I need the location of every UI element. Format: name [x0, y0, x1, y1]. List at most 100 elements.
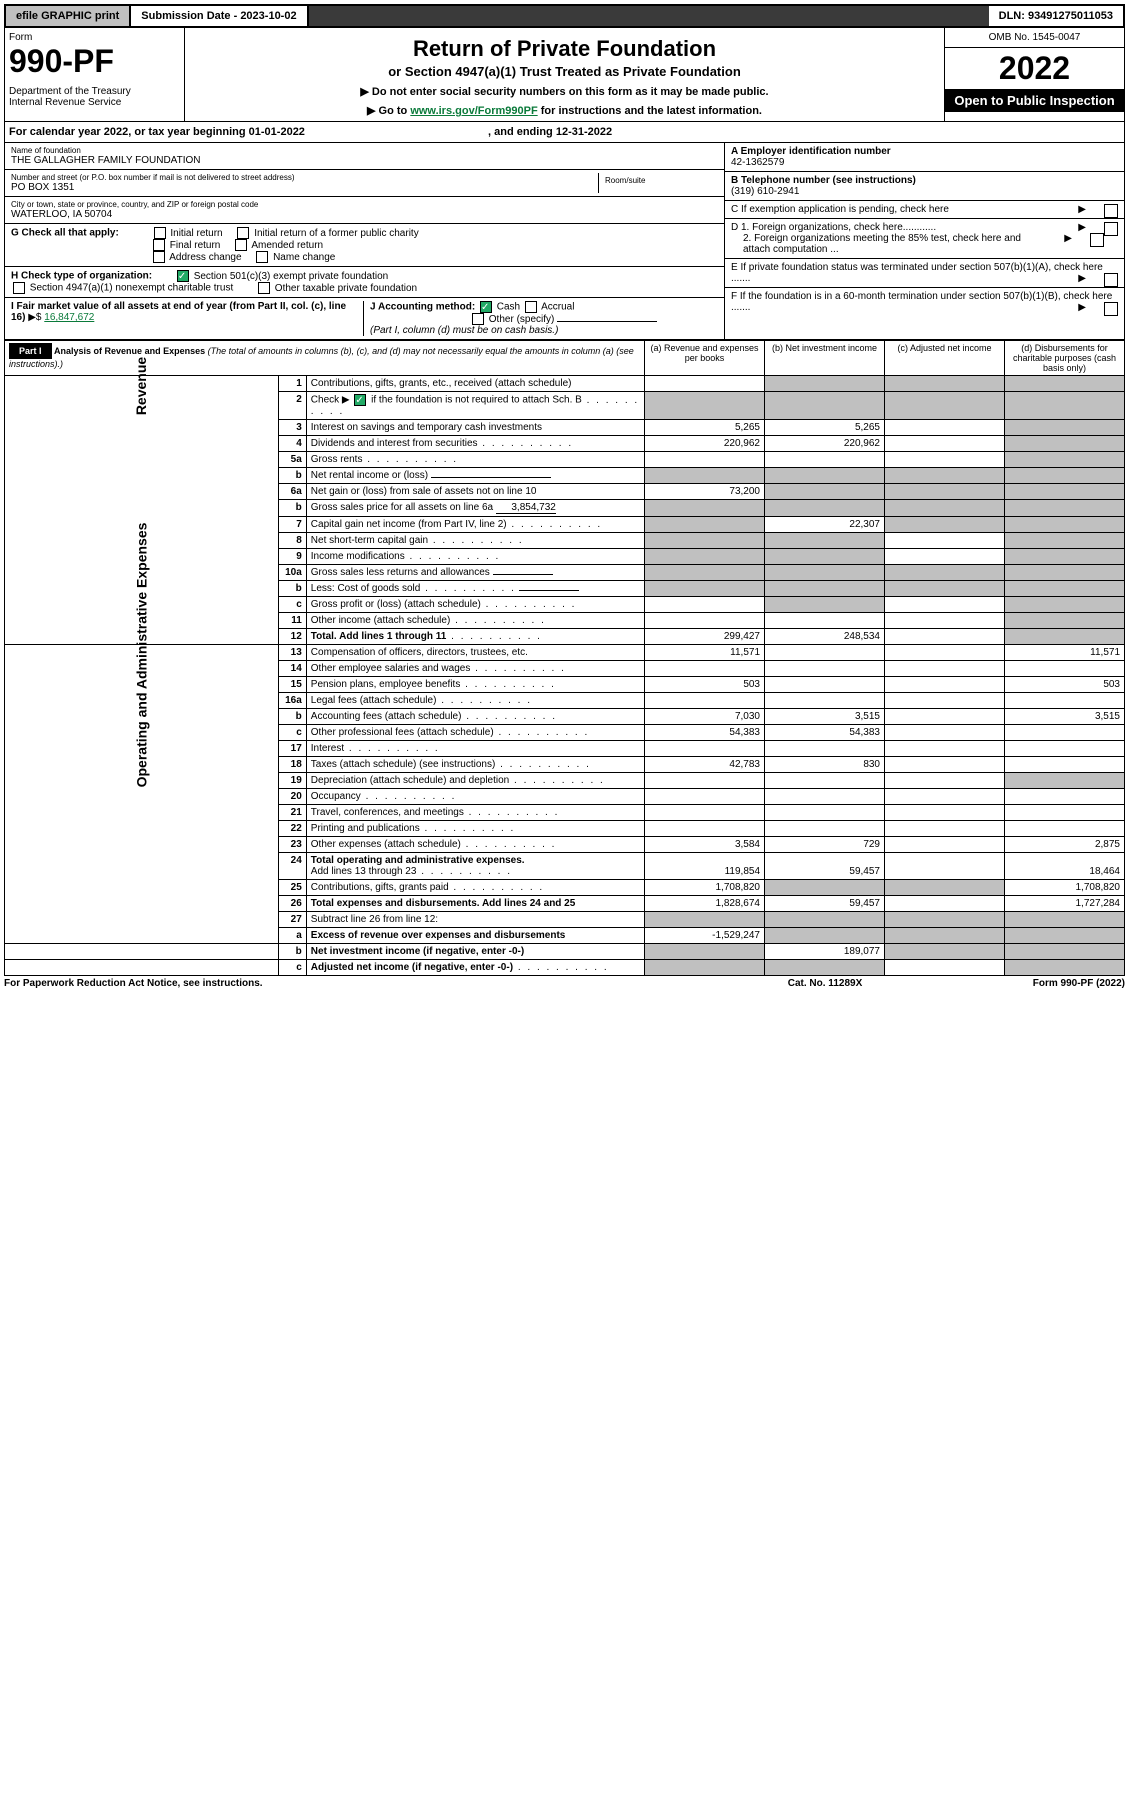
footer-mid: Cat. No. 11289X	[725, 978, 925, 989]
h-cell: H Check type of organization: Section 50…	[5, 267, 724, 298]
part1-header-row: Part I Analysis of Revenue and Expenses …	[5, 341, 1125, 376]
cash-chk[interactable]	[480, 301, 492, 313]
d2-chk[interactable]	[1090, 233, 1104, 247]
j-accrual: Accrual	[541, 302, 574, 313]
open-public: Open to Public Inspection	[945, 89, 1124, 112]
header-left: Form 990-PF Department of the Treasury I…	[5, 28, 185, 121]
subtitle-a: or Section 4947(a)(1) Trust Treated as P…	[189, 64, 940, 79]
g-opt-4: Address change	[169, 252, 241, 263]
j-other: Other (specify)	[489, 314, 555, 325]
g-cell: G Check all that apply: Initial return I…	[5, 224, 724, 267]
form-header: Form 990-PF Department of the Treasury I…	[4, 28, 1125, 122]
initial-former-chk[interactable]	[237, 227, 249, 239]
other-method-chk[interactable]	[472, 313, 484, 325]
501c3-chk[interactable]	[177, 270, 189, 282]
tax-year: 2022	[945, 48, 1124, 89]
g-label: G Check all that apply:	[11, 228, 119, 239]
g-opt-1: Initial return of a former public charit…	[254, 228, 419, 239]
title: Return of Private Foundation	[189, 36, 940, 62]
city: WATERLOO, IA 50704	[11, 209, 718, 220]
topbar-spacer	[309, 6, 989, 26]
header-center: Return of Private Foundation or Section …	[185, 28, 944, 121]
initial-return-chk[interactable]	[154, 227, 166, 239]
col-a: (a) Revenue and expenses per books	[645, 341, 765, 376]
b-label: B Telephone number (see instructions)	[731, 175, 916, 186]
e-label: E If private foundation status was termi…	[731, 262, 1103, 284]
part1-table: Part I Analysis of Revenue and Expenses …	[4, 340, 1125, 976]
col-b: (b) Net investment income	[765, 341, 885, 376]
efile-print[interactable]: efile GRAPHIC print	[6, 6, 131, 26]
f-label: F If the foundation is in a 60-month ter…	[731, 291, 1112, 313]
info-grid: Name of foundation THE GALLAGHER FAMILY …	[4, 143, 1125, 340]
f-cell: F If the foundation is in a 60-month ter…	[725, 288, 1124, 316]
name-label: Name of foundation	[11, 146, 718, 155]
ij-cell: I Fair market value of all assets at end…	[5, 298, 724, 339]
addr: PO BOX 1351	[11, 182, 598, 193]
c-cell: C If exemption application is pending, c…	[725, 201, 1124, 219]
foundation-name: THE GALLAGHER FAMILY FOUNDATION	[11, 155, 718, 166]
j-note: (Part I, column (d) must be on cash basi…	[370, 325, 558, 336]
name-change-chk[interactable]	[256, 251, 268, 263]
subtitle-b2: Go to www.irs.gov/Form990PF for instruct…	[189, 104, 940, 117]
form990pf-link[interactable]: www.irs.gov/Form990PF	[410, 105, 537, 117]
fmv-value[interactable]: 16,847,672	[44, 312, 94, 323]
top-bar: efile GRAPHIC print Submission Date - 20…	[4, 4, 1125, 28]
4947-chk[interactable]	[13, 282, 25, 294]
d1-chk[interactable]	[1104, 222, 1118, 236]
row-13: Operating and Administrative Expenses 13…	[5, 645, 1125, 661]
accrual-chk[interactable]	[525, 301, 537, 313]
footer-right: Form 990-PF (2022)	[925, 978, 1125, 989]
omb: OMB No. 1545-0047	[945, 28, 1124, 48]
c-chk[interactable]	[1104, 204, 1118, 218]
city-label: City or town, state or province, country…	[11, 200, 718, 209]
g-opt-2: Final return	[170, 240, 221, 251]
col-c: (c) Adjusted net income	[885, 341, 1005, 376]
g-opt-3: Amended return	[251, 240, 323, 251]
a-label: A Employer identification number	[731, 146, 891, 157]
final-return-chk[interactable]	[153, 239, 165, 251]
g-opt-5: Name change	[273, 252, 335, 263]
h-opt3: Other taxable private foundation	[275, 283, 417, 294]
h-opt1: Section 501(c)(3) exempt private foundat…	[194, 271, 389, 282]
j-cash: Cash	[497, 302, 520, 313]
dln: DLN: 93491275011053	[989, 6, 1123, 26]
info-left: Name of foundation THE GALLAGHER FAMILY …	[5, 143, 724, 339]
other-taxable-chk[interactable]	[258, 282, 270, 294]
cal-begin: 01-01-2022	[249, 126, 305, 138]
expenses-label: Operating and Administrative Expenses	[133, 523, 149, 788]
e-chk[interactable]	[1104, 273, 1118, 287]
j-label: J Accounting method:	[370, 302, 475, 313]
amended-chk[interactable]	[235, 239, 247, 251]
d2-label: 2. Foreign organizations meeting the 85%…	[743, 233, 1023, 255]
phone: (319) 610-2941	[731, 186, 799, 197]
ein: 42-1362579	[731, 157, 784, 168]
f-chk[interactable]	[1104, 302, 1118, 316]
addr-label: Number and street (or P.O. box number if…	[11, 173, 598, 182]
city-cell: City or town, state or province, country…	[5, 197, 724, 224]
footer-left: For Paperwork Reduction Act Notice, see …	[4, 978, 725, 989]
room-label: Room/suite	[598, 173, 718, 193]
cal-end: 12-31-2022	[556, 126, 612, 138]
footer: For Paperwork Reduction Act Notice, see …	[4, 976, 1125, 991]
schb-chk[interactable]	[354, 394, 366, 406]
addr-change-chk[interactable]	[153, 251, 165, 263]
revenue-label: Revenue	[133, 357, 149, 415]
a-cell: A Employer identification number 42-1362…	[725, 143, 1124, 172]
dept: Department of the Treasury Internal Reve…	[9, 86, 180, 108]
submission-date: Submission Date - 2023-10-02	[131, 6, 308, 26]
e-cell: E If private foundation status was termi…	[725, 259, 1124, 288]
subtitle-b2-suffix: for instructions and the latest informat…	[538, 105, 762, 117]
form-label: Form	[9, 32, 180, 43]
cal-mid: , and ending	[488, 126, 556, 138]
row-27b: bNet investment income (if negative, ent…	[5, 944, 1125, 960]
d-cell: D 1. Foreign organizations, check here..…	[725, 219, 1124, 259]
d1-label: D 1. Foreign organizations, check here..…	[731, 222, 936, 233]
row-27c: cAdjusted net income (if negative, enter…	[5, 960, 1125, 976]
col-d: (d) Disbursements for charitable purpose…	[1005, 341, 1125, 376]
h-label: H Check type of organization:	[11, 271, 152, 282]
calendar-year: For calendar year 2022, or tax year begi…	[4, 122, 1125, 143]
info-right: A Employer identification number 42-1362…	[724, 143, 1124, 339]
addr-cell: Number and street (or P.O. box number if…	[5, 170, 724, 197]
c-label: C If exemption application is pending, c…	[731, 204, 949, 215]
h-opt2: Section 4947(a)(1) nonexempt charitable …	[30, 283, 233, 294]
